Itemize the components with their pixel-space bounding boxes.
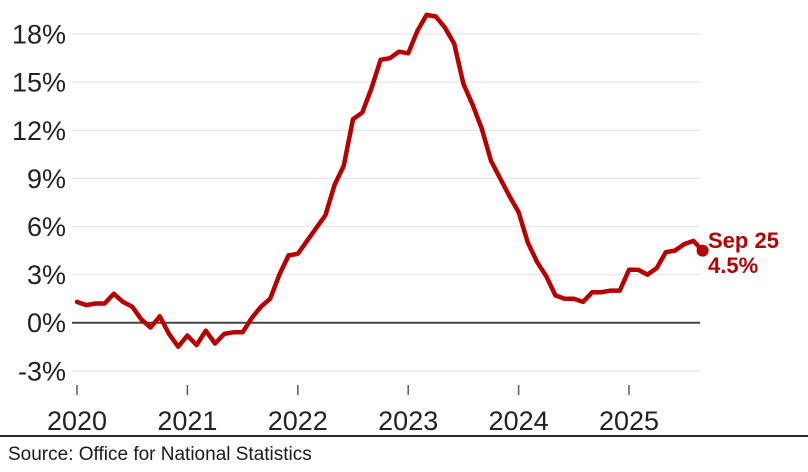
y-axis-label-0: 0% bbox=[27, 308, 66, 338]
y-axis-label-18: 18% bbox=[12, 20, 66, 50]
y-axis-label-6: 6% bbox=[27, 212, 66, 242]
y-axis-label-12: 12% bbox=[12, 116, 66, 146]
y-axis-label--3: -3% bbox=[18, 356, 66, 386]
source-text: Source: Office for National Statistics bbox=[8, 444, 312, 465]
x-axis-label-2021: 2021 bbox=[157, 406, 217, 435]
food-inflation-line-chart: 18% 15% 12% 9% 6% 3% 0% -3% 2020 2021 2022 2023 2024… bbox=[12, 12, 779, 435]
x-axis-label-2022: 2022 bbox=[268, 406, 328, 435]
annotation-date: Sep 25 bbox=[708, 228, 779, 253]
source-bar: Source: Office for National Statistics bbox=[0, 435, 808, 467]
x-axis-label-2024: 2024 bbox=[489, 406, 549, 435]
y-axis-label-3: 3% bbox=[27, 260, 66, 290]
annotation-value: 4.5% bbox=[708, 253, 758, 278]
y-axis-label-15: 15% bbox=[12, 68, 66, 98]
x-axis-label-2020: 2020 bbox=[47, 406, 107, 435]
latest-point-dot bbox=[696, 244, 709, 257]
y-axis-label-9: 9% bbox=[27, 164, 66, 194]
inflation-line bbox=[74, 12, 705, 349]
x-axis-label-2025: 2025 bbox=[599, 406, 659, 435]
x-axis-label-2023: 2023 bbox=[378, 406, 438, 435]
